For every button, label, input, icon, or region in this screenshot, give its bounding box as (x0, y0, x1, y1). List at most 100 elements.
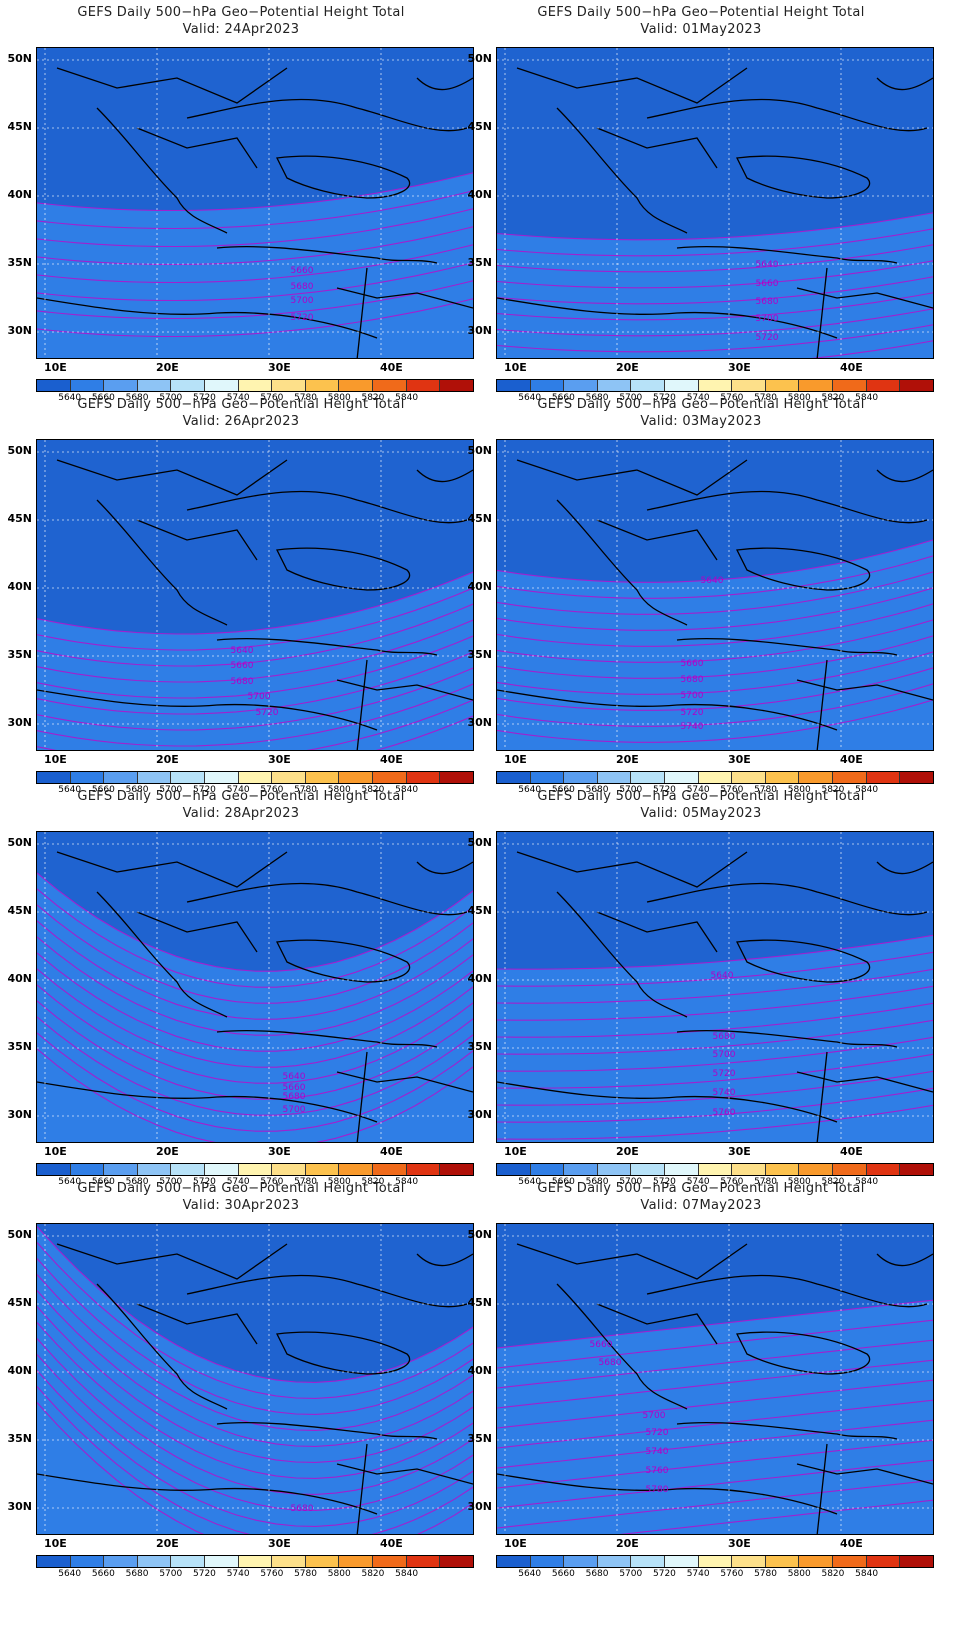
colorbar-label: 5740 (686, 1569, 710, 1579)
contour-label: 5660 (756, 279, 779, 289)
colorbar-label: 5800 (327, 785, 351, 795)
contour-line (37, 872, 473, 972)
coastline (676, 638, 898, 656)
coastline (96, 891, 228, 1018)
lat-tick-label: 45N (7, 904, 32, 917)
contour-label: 5680 (291, 1504, 314, 1514)
coastline (556, 1283, 688, 1410)
lon-tick-label: 20E (156, 753, 179, 766)
contour-line (37, 190, 473, 230)
colorbar-swatch (305, 772, 340, 783)
colorbar-swatch (104, 772, 138, 783)
colorbar-label: 5840 (855, 1177, 879, 1187)
contour-line (497, 1379, 933, 1429)
colorbar-label: 5720 (193, 393, 216, 403)
contour-field: 5640 5660 5680 5700 5720 (37, 440, 473, 750)
colorbar-swatch (305, 380, 340, 391)
colorbar-label: 5800 (327, 393, 351, 403)
contour-line (37, 952, 473, 1052)
colorbar-label: 5660 (91, 1569, 115, 1579)
colorbar-swatch (373, 380, 407, 391)
contour-field: 5680 (37, 1224, 473, 1534)
colorbar-label: 5680 (125, 1177, 149, 1187)
colorbar-swatch (698, 772, 733, 783)
colorbar-label: 5640 (58, 785, 82, 795)
contour-line (37, 226, 473, 266)
map-panel: GEFS Daily 500−hPa Geo−Potential Height … (0, 784, 482, 1194)
contour-line (497, 244, 933, 273)
contour-line (497, 1339, 933, 1389)
colorbar-swatch (530, 1556, 565, 1567)
coastline (336, 287, 473, 309)
coastline (186, 1274, 468, 1308)
colorbar-swatch (564, 1164, 598, 1175)
colorbar-label: 5740 (686, 393, 710, 403)
colorbar-swatch (833, 772, 867, 783)
height-band (37, 172, 473, 358)
lon-tick-label: 40E (840, 1145, 863, 1158)
coastline (596, 911, 718, 953)
map-panel: GEFS Daily 500−hPa Geo−Potential Height … (0, 392, 482, 802)
colorbar-swatch (205, 380, 239, 391)
colorbar-label: 5840 (855, 1569, 879, 1579)
coastline (556, 107, 688, 234)
coastline (96, 499, 228, 626)
colorbar-swatch (530, 772, 565, 783)
panel-valid-date: Valid: 05May2023 (640, 806, 762, 821)
colorbar-swatch (765, 772, 800, 783)
colorbar-label: 5720 (193, 1177, 216, 1187)
contour-line (497, 539, 933, 583)
colorbar-swatch (137, 1556, 172, 1567)
colorbar-label: 5640 (518, 1177, 542, 1187)
coastline (216, 1030, 438, 1048)
colorbar-swatch (272, 1164, 306, 1175)
contour-label: 5740 (646, 1447, 669, 1457)
colorbar-label: 5640 (58, 393, 82, 403)
panel-title: GEFS Daily 500−hPa Geo−Potential Height … (77, 5, 405, 20)
panel-valid-date: Valid: 28Apr2023 (182, 806, 300, 821)
contour-line (37, 1032, 473, 1132)
colorbar-swatch (564, 1556, 598, 1567)
contour-label: 5660 (283, 1083, 306, 1093)
height-band (37, 872, 473, 1142)
colorbar-label: 5800 (787, 393, 811, 403)
colorbar-label: 5700 (159, 1177, 183, 1187)
colorbar-swatch (440, 380, 473, 391)
contour-line (37, 936, 473, 1036)
lat-tick-label: 40N (7, 1364, 32, 1377)
contour-label: 5700 (681, 691, 704, 701)
colorbar-swatch (732, 1164, 766, 1175)
contour-label: 5760 (646, 1466, 669, 1476)
contour-field: 5640 5660 5680 5700 5720 (497, 48, 933, 358)
colorbar-label: 5840 (395, 1177, 419, 1187)
colorbar-label: 5720 (653, 785, 676, 795)
colorbar-label: 5840 (395, 393, 419, 403)
colorbar (36, 1163, 474, 1176)
colorbar (496, 1555, 934, 1568)
colorbar-label: 5680 (585, 1177, 609, 1187)
colorbar-label: 5640 (518, 393, 542, 403)
colorbar-swatch (171, 1164, 206, 1175)
contour-line (37, 1354, 473, 1511)
colorbar-label: 5780 (294, 1177, 317, 1187)
colorbar-swatch (900, 772, 933, 783)
coastline (136, 1303, 258, 1345)
coastline (596, 1303, 718, 1345)
colorbar-swatch (732, 380, 766, 391)
colorbar-label: 5720 (193, 785, 216, 795)
contour-line (497, 212, 933, 241)
lat-tick-label: 50N (467, 836, 492, 849)
colorbar-label: 5720 (653, 393, 676, 403)
panel-title: GEFS Daily 500−hPa Geo−Potential Height … (77, 1181, 405, 1196)
coastline (186, 98, 468, 132)
lat-tick-label: 30N (467, 1108, 492, 1121)
contour-line (37, 619, 473, 683)
coastline (876, 469, 933, 483)
coastline (276, 155, 411, 199)
lon-tick-label: 10E (44, 361, 67, 374)
coastline (516, 851, 748, 888)
coastline (646, 1274, 928, 1308)
contour-line (497, 587, 933, 631)
colorbar-label: 5720 (653, 1569, 676, 1579)
lat-tick-label: 40N (467, 1364, 492, 1377)
